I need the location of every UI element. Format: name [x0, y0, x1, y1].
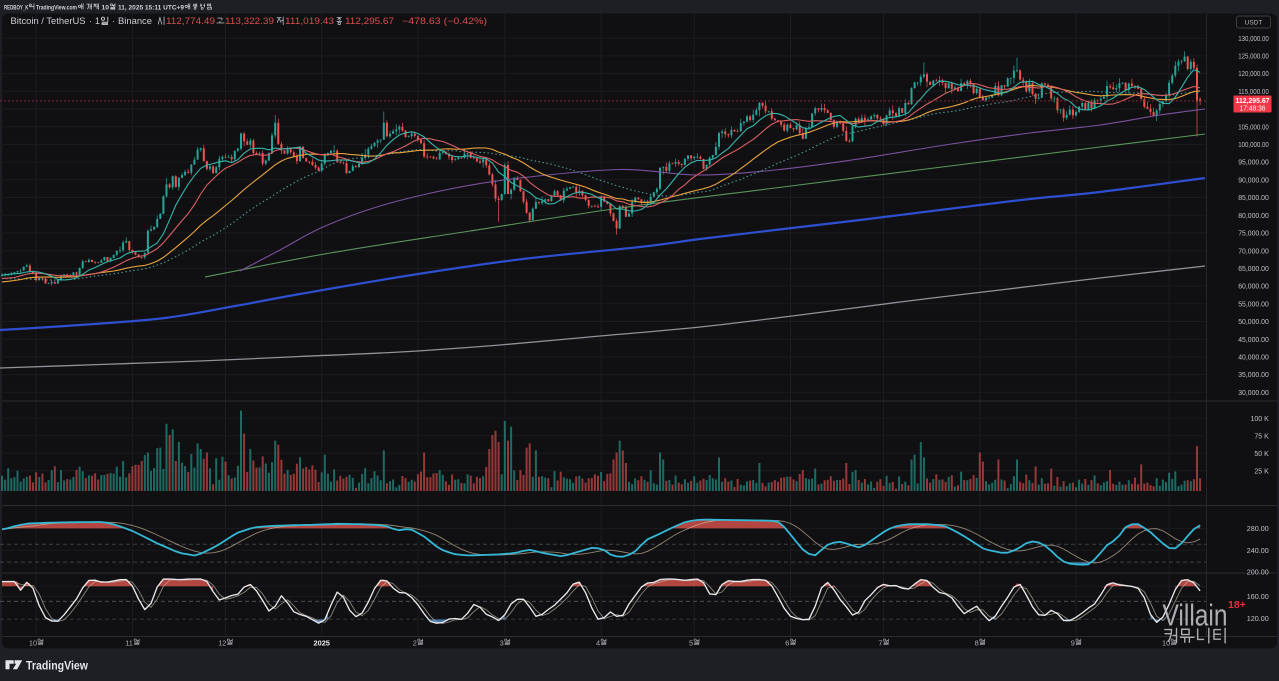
svg-text:70,000.00: 70,000.00 — [1238, 248, 1269, 255]
svg-text:85,000.00: 85,000.00 — [1238, 195, 1269, 202]
svg-text:105,000.00: 105,000.00 — [1238, 124, 1269, 131]
svg-text:2025: 2025 — [313, 638, 329, 647]
svg-text:9: 9 — [1071, 638, 1075, 647]
svg-text:8: 8 — [975, 638, 979, 647]
svg-text:100 K: 100 K — [1251, 416, 1270, 423]
svg-text:113,322.39: 113,322.39 — [225, 16, 274, 26]
svg-text:Villain: Villain — [1163, 598, 1228, 633]
svg-text:65,000.00: 65,000.00 — [1238, 266, 1269, 273]
svg-text:111,019.43: 111,019.43 — [285, 16, 334, 26]
svg-text:125,000.00: 125,000.00 — [1238, 54, 1269, 61]
svg-text:100,000.00: 100,000.00 — [1238, 142, 1269, 149]
svg-text:−478.63 (−0.42%): −478.63 (−0.42%) — [402, 16, 487, 26]
svg-text:90,000.00: 90,000.00 — [1238, 177, 1269, 184]
svg-text:REDBOY_K: REDBOY_K — [4, 4, 29, 11]
svg-text:1: 1 — [95, 16, 100, 26]
svg-text:11, 2025 15:11 UTC+9: 11, 2025 15:11 UTC+9 — [118, 4, 184, 11]
svg-text:30,000.00: 30,000.00 — [1238, 390, 1269, 397]
svg-text:18+: 18+ — [1228, 599, 1246, 611]
svg-text:TradingView: TradingView — [26, 661, 88, 673]
svg-text:TradingView.com: TradingView.com — [36, 4, 77, 11]
svg-text:55,000.00: 55,000.00 — [1238, 301, 1269, 308]
svg-text:130,000.00: 130,000.00 — [1238, 36, 1269, 43]
svg-text:50,000.00: 50,000.00 — [1238, 319, 1269, 326]
svg-text:45,000.00: 45,000.00 — [1238, 337, 1269, 344]
svg-text:5: 5 — [689, 638, 693, 647]
svg-text:160.00: 160.00 — [1247, 594, 1269, 601]
svg-text:240.00: 240.00 — [1247, 548, 1269, 555]
svg-text:120.00: 120.00 — [1247, 616, 1269, 623]
svg-text:115,000.00: 115,000.00 — [1238, 89, 1269, 96]
svg-text:3: 3 — [500, 638, 504, 647]
svg-text:7: 7 — [878, 638, 882, 647]
svg-text:Binance: Binance — [118, 16, 152, 26]
svg-text:11: 11 — [125, 638, 133, 647]
svg-text:35,000.00: 35,000.00 — [1238, 372, 1269, 379]
svg-text:·: · — [112, 16, 115, 26]
svg-text:17:48:36: 17:48:36 — [1240, 103, 1266, 112]
svg-text:112,295.67: 112,295.67 — [1236, 96, 1270, 105]
svg-text:80,000.00: 80,000.00 — [1238, 213, 1269, 220]
svg-text:6: 6 — [785, 638, 789, 647]
svg-text:2: 2 — [413, 638, 417, 647]
svg-text:200.00: 200.00 — [1247, 569, 1269, 576]
svg-text:25 K: 25 K — [1254, 468, 1269, 475]
svg-text:4: 4 — [596, 638, 600, 647]
svg-text:75 K: 75 K — [1254, 433, 1269, 440]
svg-text:10: 10 — [102, 4, 110, 11]
svg-text:Bitcoin / TetherUS: Bitcoin / TetherUS — [11, 16, 86, 26]
svg-text:60,000.00: 60,000.00 — [1238, 284, 1269, 291]
svg-text:95,000.00: 95,000.00 — [1238, 160, 1269, 167]
svg-text:50 K: 50 K — [1254, 451, 1269, 458]
svg-text:75,000.00: 75,000.00 — [1238, 231, 1269, 238]
svg-text:40,000.00: 40,000.00 — [1238, 355, 1269, 362]
svg-text:10: 10 — [1162, 638, 1170, 647]
svg-text:280.00: 280.00 — [1247, 526, 1269, 533]
svg-text:10: 10 — [29, 638, 37, 647]
svg-text:USDT: USDT — [1245, 20, 1263, 27]
svg-text:120,000.00: 120,000.00 — [1238, 71, 1269, 78]
svg-text:112,295.67: 112,295.67 — [345, 16, 394, 26]
svg-text:12: 12 — [218, 638, 226, 647]
svg-text:112,774.49: 112,774.49 — [166, 16, 215, 26]
svg-text:·: · — [89, 16, 92, 26]
